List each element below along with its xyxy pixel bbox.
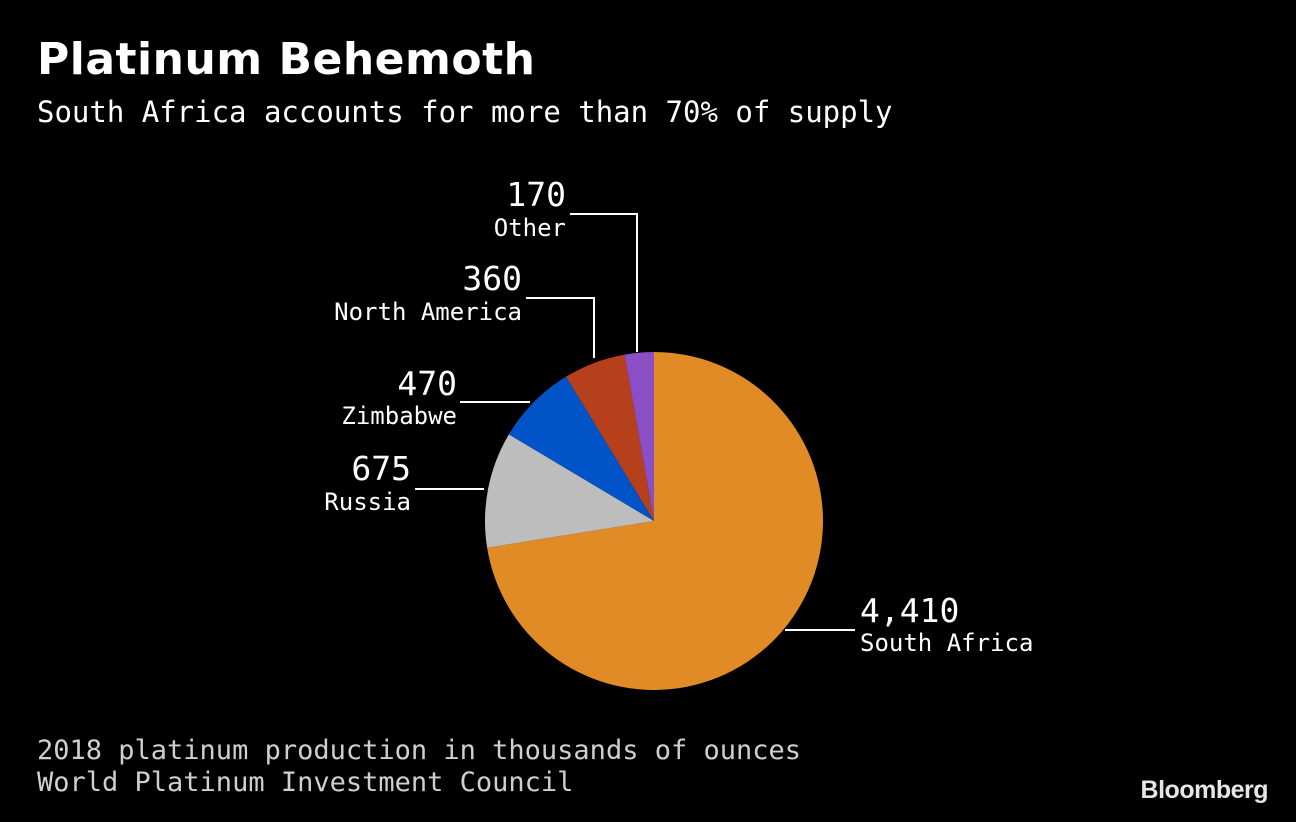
- pie-slice-north-america: [566, 354, 654, 521]
- value-label-zimbabwe: 470: [397, 364, 457, 403]
- footer-source: World Platinum Investment Council: [37, 767, 574, 798]
- value-label-other: 170: [506, 175, 566, 214]
- footer-note: 2018 platinum production in thousands of…: [37, 735, 802, 766]
- leader-lines: [415, 213, 855, 631]
- pie-slices: [485, 352, 823, 691]
- pie-slice-zimbabwe: [508, 376, 654, 521]
- name-label-south-africa: South Africa: [860, 629, 1033, 657]
- chart-subtitle: South Africa accounts for more than 70% …: [37, 95, 893, 129]
- value-label-north-america: 360: [462, 259, 522, 298]
- pie-slice-south-africa: [487, 352, 823, 691]
- name-label-russia: Russia: [324, 488, 411, 516]
- value-label-south-africa: 4,410: [860, 591, 959, 630]
- value-label-russia: 675: [351, 449, 411, 488]
- pie-slice-other: [624, 352, 654, 521]
- leader-line-north-america: [526, 297, 595, 358]
- name-label-zimbabwe: Zimbabwe: [341, 402, 457, 430]
- pie-slice-russia: [485, 434, 654, 548]
- name-label-other: Other: [494, 214, 566, 242]
- chart-title: Platinum Behemoth: [37, 34, 536, 85]
- bloomberg-logo: Bloomberg: [1140, 776, 1269, 804]
- name-label-north-america: North America: [334, 298, 522, 326]
- leader-line-other: [570, 213, 638, 352]
